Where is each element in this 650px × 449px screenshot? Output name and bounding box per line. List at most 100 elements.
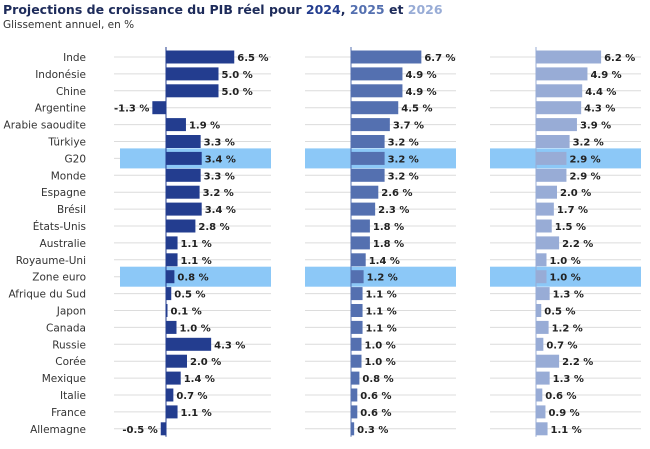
data-label: 6.2 % <box>604 53 635 64</box>
data-label: 4.9 % <box>590 70 621 81</box>
data-label: 2.2 % <box>562 239 593 250</box>
data-label: 1.8 % <box>373 222 404 233</box>
bar-2026 <box>536 67 588 81</box>
data-label: 1.0 % <box>365 357 396 368</box>
data-label: 1.1 % <box>181 239 212 250</box>
category-label: Royaume-Uni <box>16 255 86 267</box>
bar-2024 <box>166 202 202 216</box>
category-label: Arabie saoudite <box>4 120 86 132</box>
bar-2024 <box>160 422 166 436</box>
data-label: 0.7 % <box>546 340 577 351</box>
bar-2024 <box>166 371 181 385</box>
data-label: 2.9 % <box>569 154 600 165</box>
bar-2026 <box>536 236 560 250</box>
data-label: 3.2 % <box>203 188 234 199</box>
bar-2025 <box>351 405 358 419</box>
bar-2026 <box>536 405 546 419</box>
bar-2026 <box>536 135 570 148</box>
category-label: Corée <box>55 356 86 368</box>
bar-2025 <box>351 236 370 250</box>
data-label: 1.4 % <box>184 374 215 385</box>
data-label: 3.2 % <box>388 171 419 182</box>
bar-2026 <box>536 185 557 199</box>
bar-2025 <box>351 67 403 81</box>
title-year-2026: 2026 <box>407 2 443 17</box>
title-sep: , <box>340 2 350 17</box>
data-label: 2.9 % <box>569 171 600 182</box>
data-label: 4.5 % <box>401 104 432 115</box>
bar-2026 <box>536 304 542 317</box>
data-label: 1.2 % <box>367 273 398 284</box>
category-label: Monde <box>51 170 86 182</box>
bar-2026 <box>536 168 567 182</box>
data-label: 5.0 % <box>222 87 253 98</box>
data-label: 1.7 % <box>557 205 588 216</box>
bar-2025 <box>351 101 399 115</box>
data-label: 1.1 % <box>366 323 397 334</box>
bar-2026 <box>536 202 554 216</box>
data-label: 1.3 % <box>553 290 584 301</box>
data-label: 0.6 % <box>545 391 576 402</box>
bar-2025 <box>351 270 364 284</box>
data-label: 0.1 % <box>171 307 202 318</box>
category-label: Afrique du Sud <box>9 289 87 301</box>
bar-2026 <box>536 253 547 267</box>
bar-2026 <box>536 287 550 301</box>
bar-2025 <box>351 151 385 165</box>
title-text: Projections de croissance du PIB réel po… <box>3 2 306 17</box>
bar-2025 <box>351 50 422 64</box>
bar-2025 <box>351 135 385 148</box>
data-label: 4.3 % <box>214 340 245 351</box>
bar-2025 <box>351 219 370 233</box>
data-label: 2.0 % <box>560 188 591 199</box>
data-label: 3.2 % <box>388 138 419 149</box>
bar-2024 <box>166 67 219 81</box>
data-label: 0.5 % <box>544 307 575 318</box>
category-label: Argentine <box>35 103 86 115</box>
highlight-band <box>120 266 271 287</box>
data-label: 0.7 % <box>176 391 207 402</box>
bar-2025 <box>351 168 385 182</box>
highlight-band <box>305 266 456 287</box>
category-label: Espagne <box>41 187 86 199</box>
bar-2026 <box>536 388 543 402</box>
bar-2026 <box>536 270 547 284</box>
category-label: Brésil <box>57 204 86 216</box>
bar-2024 <box>166 151 202 165</box>
data-label: 0.6 % <box>360 391 391 402</box>
bar-2024 <box>166 304 168 317</box>
data-label: 1.1 % <box>551 425 582 436</box>
data-label: 1.0 % <box>550 256 581 267</box>
data-label: 0.8 % <box>177 273 208 284</box>
data-label: 1.1 % <box>366 307 397 318</box>
bar-2024 <box>166 118 186 132</box>
bar-2024 <box>166 185 200 199</box>
title-year-2024: 2024 <box>305 2 341 17</box>
data-label: -1.3 % <box>114 104 149 115</box>
bar-2026 <box>536 337 544 351</box>
chart-subtitle: Glissement annuel, en % <box>3 19 135 31</box>
bar-2024 <box>166 135 201 148</box>
category-label: Türkiye <box>47 137 86 149</box>
bar-2024 <box>166 337 212 351</box>
data-label: 1.1 % <box>366 290 397 301</box>
data-label: 6.5 % <box>237 53 268 64</box>
data-label: 1.3 % <box>553 374 584 385</box>
data-label: 1.0 % <box>550 273 581 284</box>
bar-2024 <box>166 354 187 368</box>
data-label: 4.4 % <box>585 87 616 98</box>
bar-2025 <box>351 354 362 368</box>
data-label: 1.0 % <box>180 323 211 334</box>
category-label: Australie <box>40 238 86 250</box>
bar-2024 <box>166 270 175 284</box>
data-label: 1.2 % <box>552 323 583 334</box>
bar-2026 <box>536 371 550 385</box>
bar-2024 <box>166 50 235 64</box>
data-label: 5.0 % <box>222 70 253 81</box>
category-label: États-Unis <box>33 220 86 233</box>
data-label: 3.2 % <box>388 154 419 165</box>
data-label: -0.5 % <box>122 425 157 436</box>
data-label: 3.3 % <box>204 138 235 149</box>
bar-2024 <box>166 168 201 182</box>
data-label: 1.8 % <box>373 239 404 250</box>
